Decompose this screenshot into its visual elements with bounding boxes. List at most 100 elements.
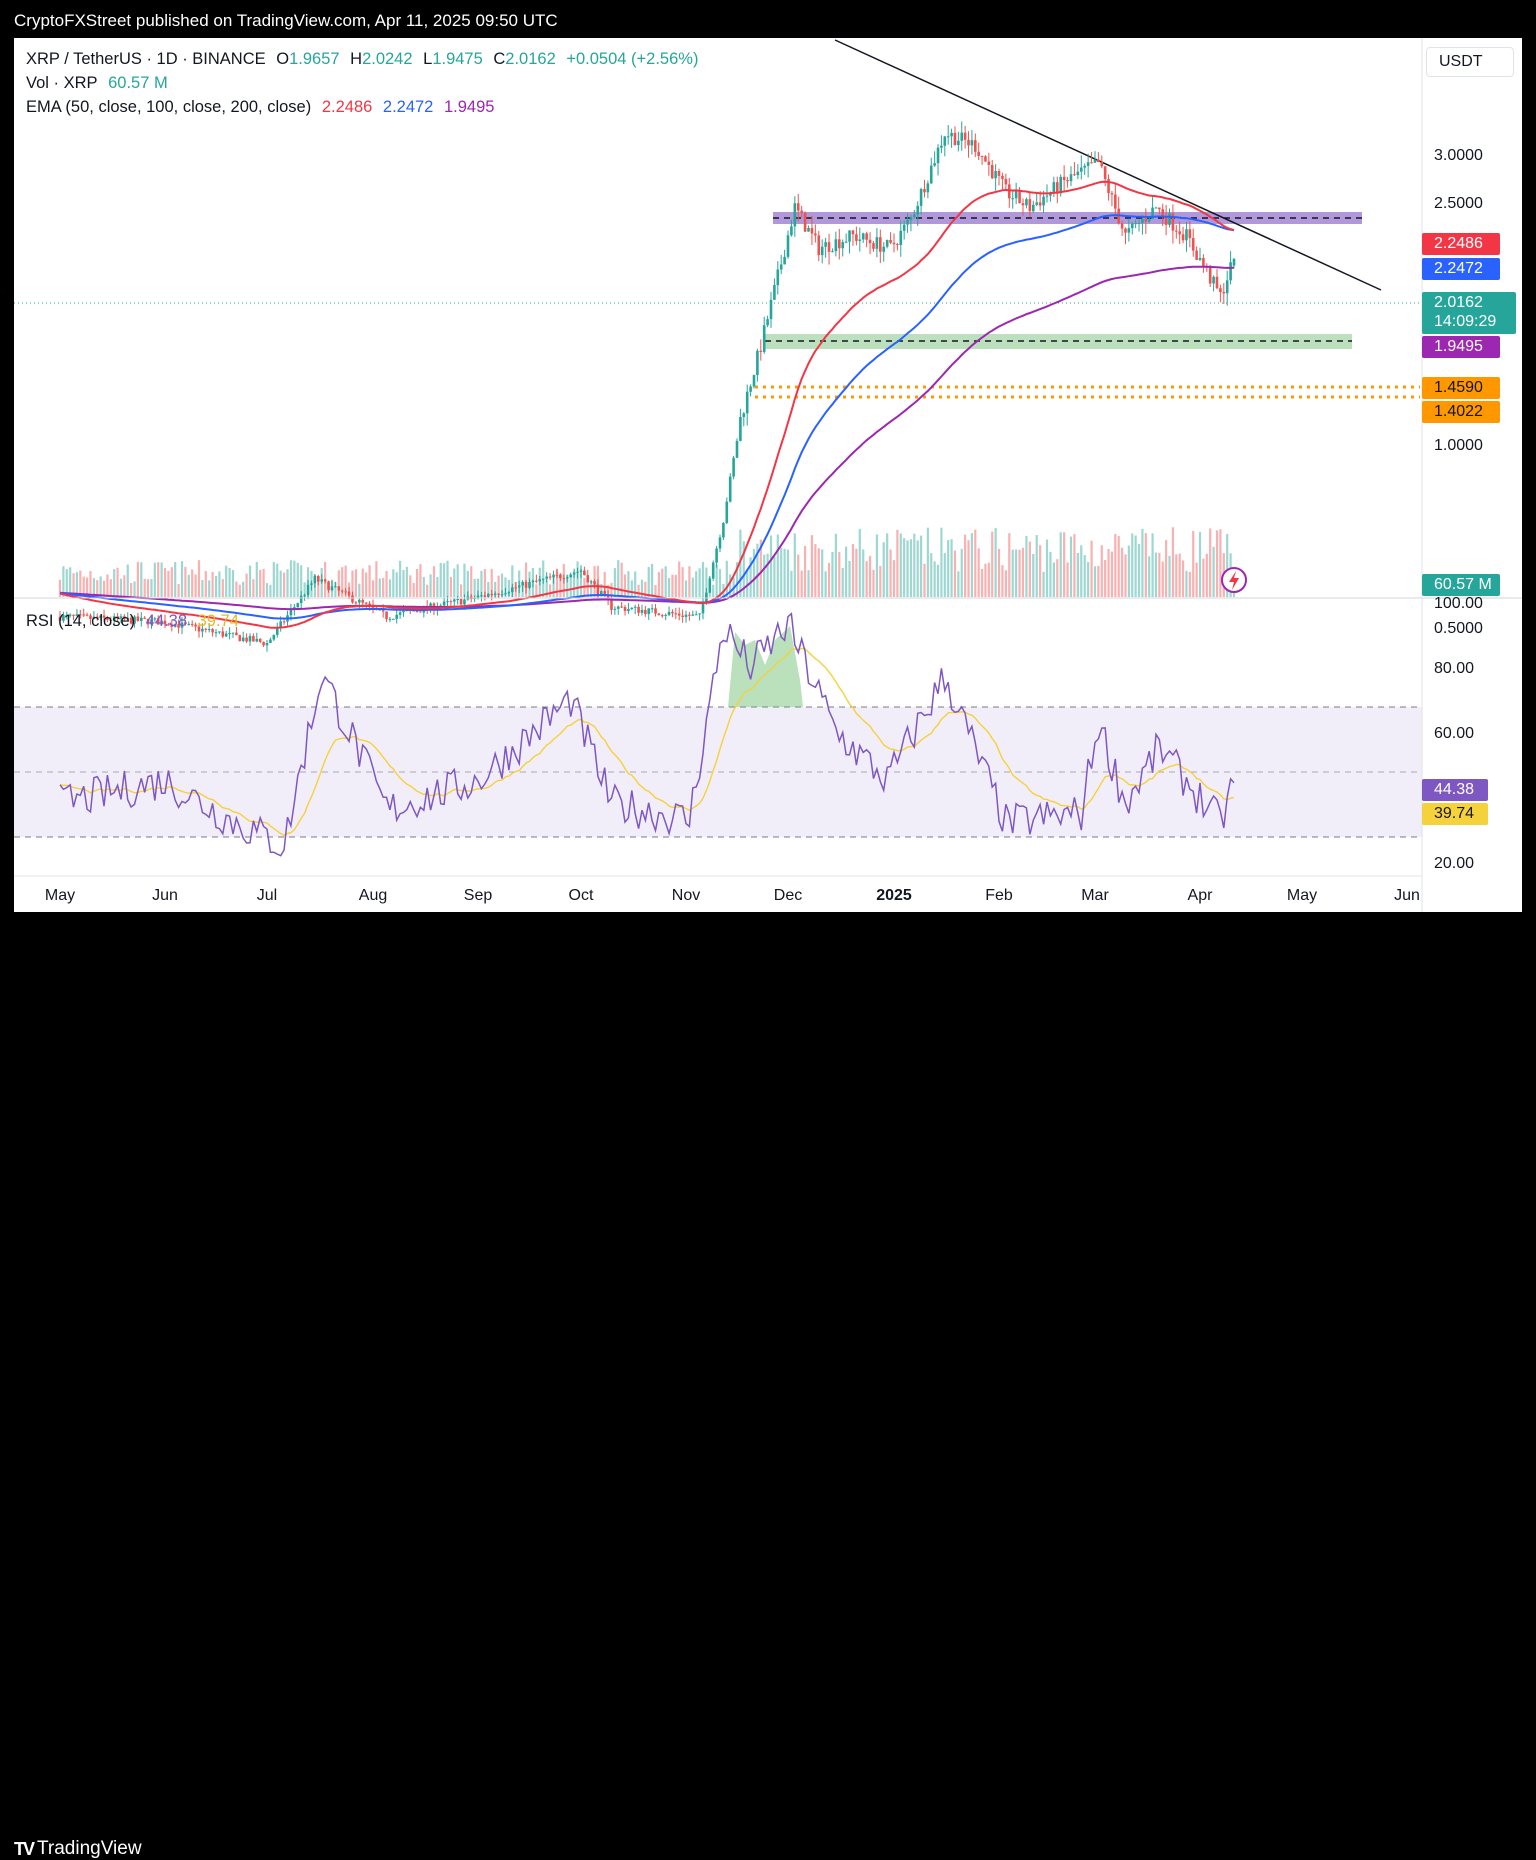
volume-bar: [184, 566, 187, 597]
volume-bar: [838, 552, 841, 597]
candle: [313, 574, 317, 588]
candle: [1215, 269, 1219, 290]
candle: [1079, 155, 1083, 180]
candle: [388, 616, 392, 623]
candle: [106, 615, 109, 623]
tradingview-logo[interactable]: TV TradingView: [14, 1838, 142, 1860]
candle: [997, 168, 1001, 186]
candle: [861, 232, 865, 243]
volume-bar: [1148, 556, 1151, 597]
volume-bar: [252, 579, 255, 597]
volume-bar: [1100, 545, 1103, 597]
volume-bar: [776, 534, 779, 597]
candle: [490, 589, 494, 601]
last-price-tag: 2.0162 14:09:29: [1422, 292, 1516, 334]
volume-bar: [116, 567, 119, 597]
candle: [660, 613, 664, 618]
volume-value: 60.57 M: [108, 74, 168, 92]
candle: [75, 609, 79, 617]
volume-bar: [221, 579, 224, 597]
candle: [146, 618, 150, 629]
candle: [99, 615, 102, 621]
candle: [459, 597, 463, 606]
volume-bar: [449, 576, 453, 597]
time-tick-label: Jun: [1394, 887, 1420, 904]
volume-bar: [146, 579, 150, 597]
volume-bar: [476, 578, 480, 597]
candle: [779, 254, 783, 275]
rsi-overbought-fill: [728, 626, 803, 707]
ema-legend[interactable]: EMA (50, close, 100, close, 200, close) …: [26, 98, 500, 117]
candle: [123, 614, 126, 622]
volume-bar: [936, 564, 940, 597]
rsi-legend[interactable]: RSI (14, close) 44.38 39.74: [26, 612, 245, 631]
candle: [1059, 174, 1063, 197]
currency-button[interactable]: USDT: [1426, 47, 1514, 77]
candle: [684, 610, 688, 623]
symbol-legend[interactable]: XRP / TetherUS · 1D · BINANCE O1.9657 H2…: [26, 50, 704, 69]
volume-bar: [358, 583, 361, 597]
price-ticks: 3.0000 2.5000 1.0000 0.5000: [1434, 147, 1483, 637]
candle: [548, 572, 552, 581]
chart-frame[interactable]: 3.0000 2.5000 1.0000 0.5000 100.00 80.00 60.0…: [14, 38, 1522, 912]
volume-bar: [405, 566, 408, 597]
volume-bar: [647, 567, 650, 597]
candle: [681, 609, 684, 623]
volume-bar: [705, 567, 708, 597]
volume-bar: [354, 569, 358, 597]
candle: [1124, 227, 1127, 245]
volume-bar: [72, 573, 75, 597]
candle: [528, 578, 531, 590]
candle: [913, 209, 916, 219]
volume-bar: [92, 578, 95, 597]
volume-bar: [1202, 558, 1205, 597]
volume-bar: [1083, 555, 1086, 597]
candle: [855, 226, 858, 246]
candle: [732, 455, 735, 480]
volume-bar: [201, 580, 204, 597]
candle: [722, 522, 725, 541]
candle: [136, 612, 140, 622]
volume-bar: [170, 567, 173, 597]
volume-bar: [1181, 560, 1185, 597]
candle: [735, 438, 739, 458]
volume-bar: [579, 568, 583, 597]
rsi-label: RSI (14, close): [26, 612, 136, 630]
candle: [102, 609, 106, 621]
volume-legend[interactable]: Vol · XRP 60.57 M: [26, 74, 174, 93]
volume-bar: [1124, 554, 1127, 597]
lightning-icon[interactable]: [1221, 567, 1247, 593]
volume-bar: [1018, 549, 1021, 597]
candle: [538, 575, 542, 586]
volume-bar: [654, 584, 657, 597]
candle: [923, 179, 926, 198]
candle: [207, 623, 211, 633]
volume-bar: [106, 574, 109, 597]
candle: [190, 620, 194, 627]
volume-label: Vol · XRP: [26, 74, 98, 92]
volume-bar: [906, 540, 909, 597]
volume-bar: [191, 569, 194, 597]
chart-canvas[interactable]: 3.0000 2.5000 1.0000 0.5000 100.00 80.00 60.0…: [14, 38, 1522, 912]
volume-bar: [1056, 559, 1059, 597]
candle: [583, 566, 586, 576]
candle: [238, 634, 242, 642]
volume-bar: [644, 581, 647, 597]
volume-bar: [470, 566, 473, 597]
volume-bar: [1205, 553, 1208, 597]
candle: [204, 627, 208, 633]
candle: [201, 623, 204, 638]
candle: [919, 187, 923, 215]
volume-bar: [395, 572, 398, 597]
price-tick-label: 2.5000: [1434, 195, 1483, 212]
volume-bar: [576, 561, 579, 597]
volume-bar: [365, 572, 368, 597]
time-tick-label: Jun: [152, 887, 178, 904]
candle: [79, 609, 82, 619]
volume-bar: [766, 553, 769, 597]
volume-bar: [657, 572, 661, 597]
candle: [677, 607, 681, 621]
candle: [1130, 221, 1134, 235]
candle: [889, 232, 892, 245]
candle: [1158, 207, 1161, 215]
